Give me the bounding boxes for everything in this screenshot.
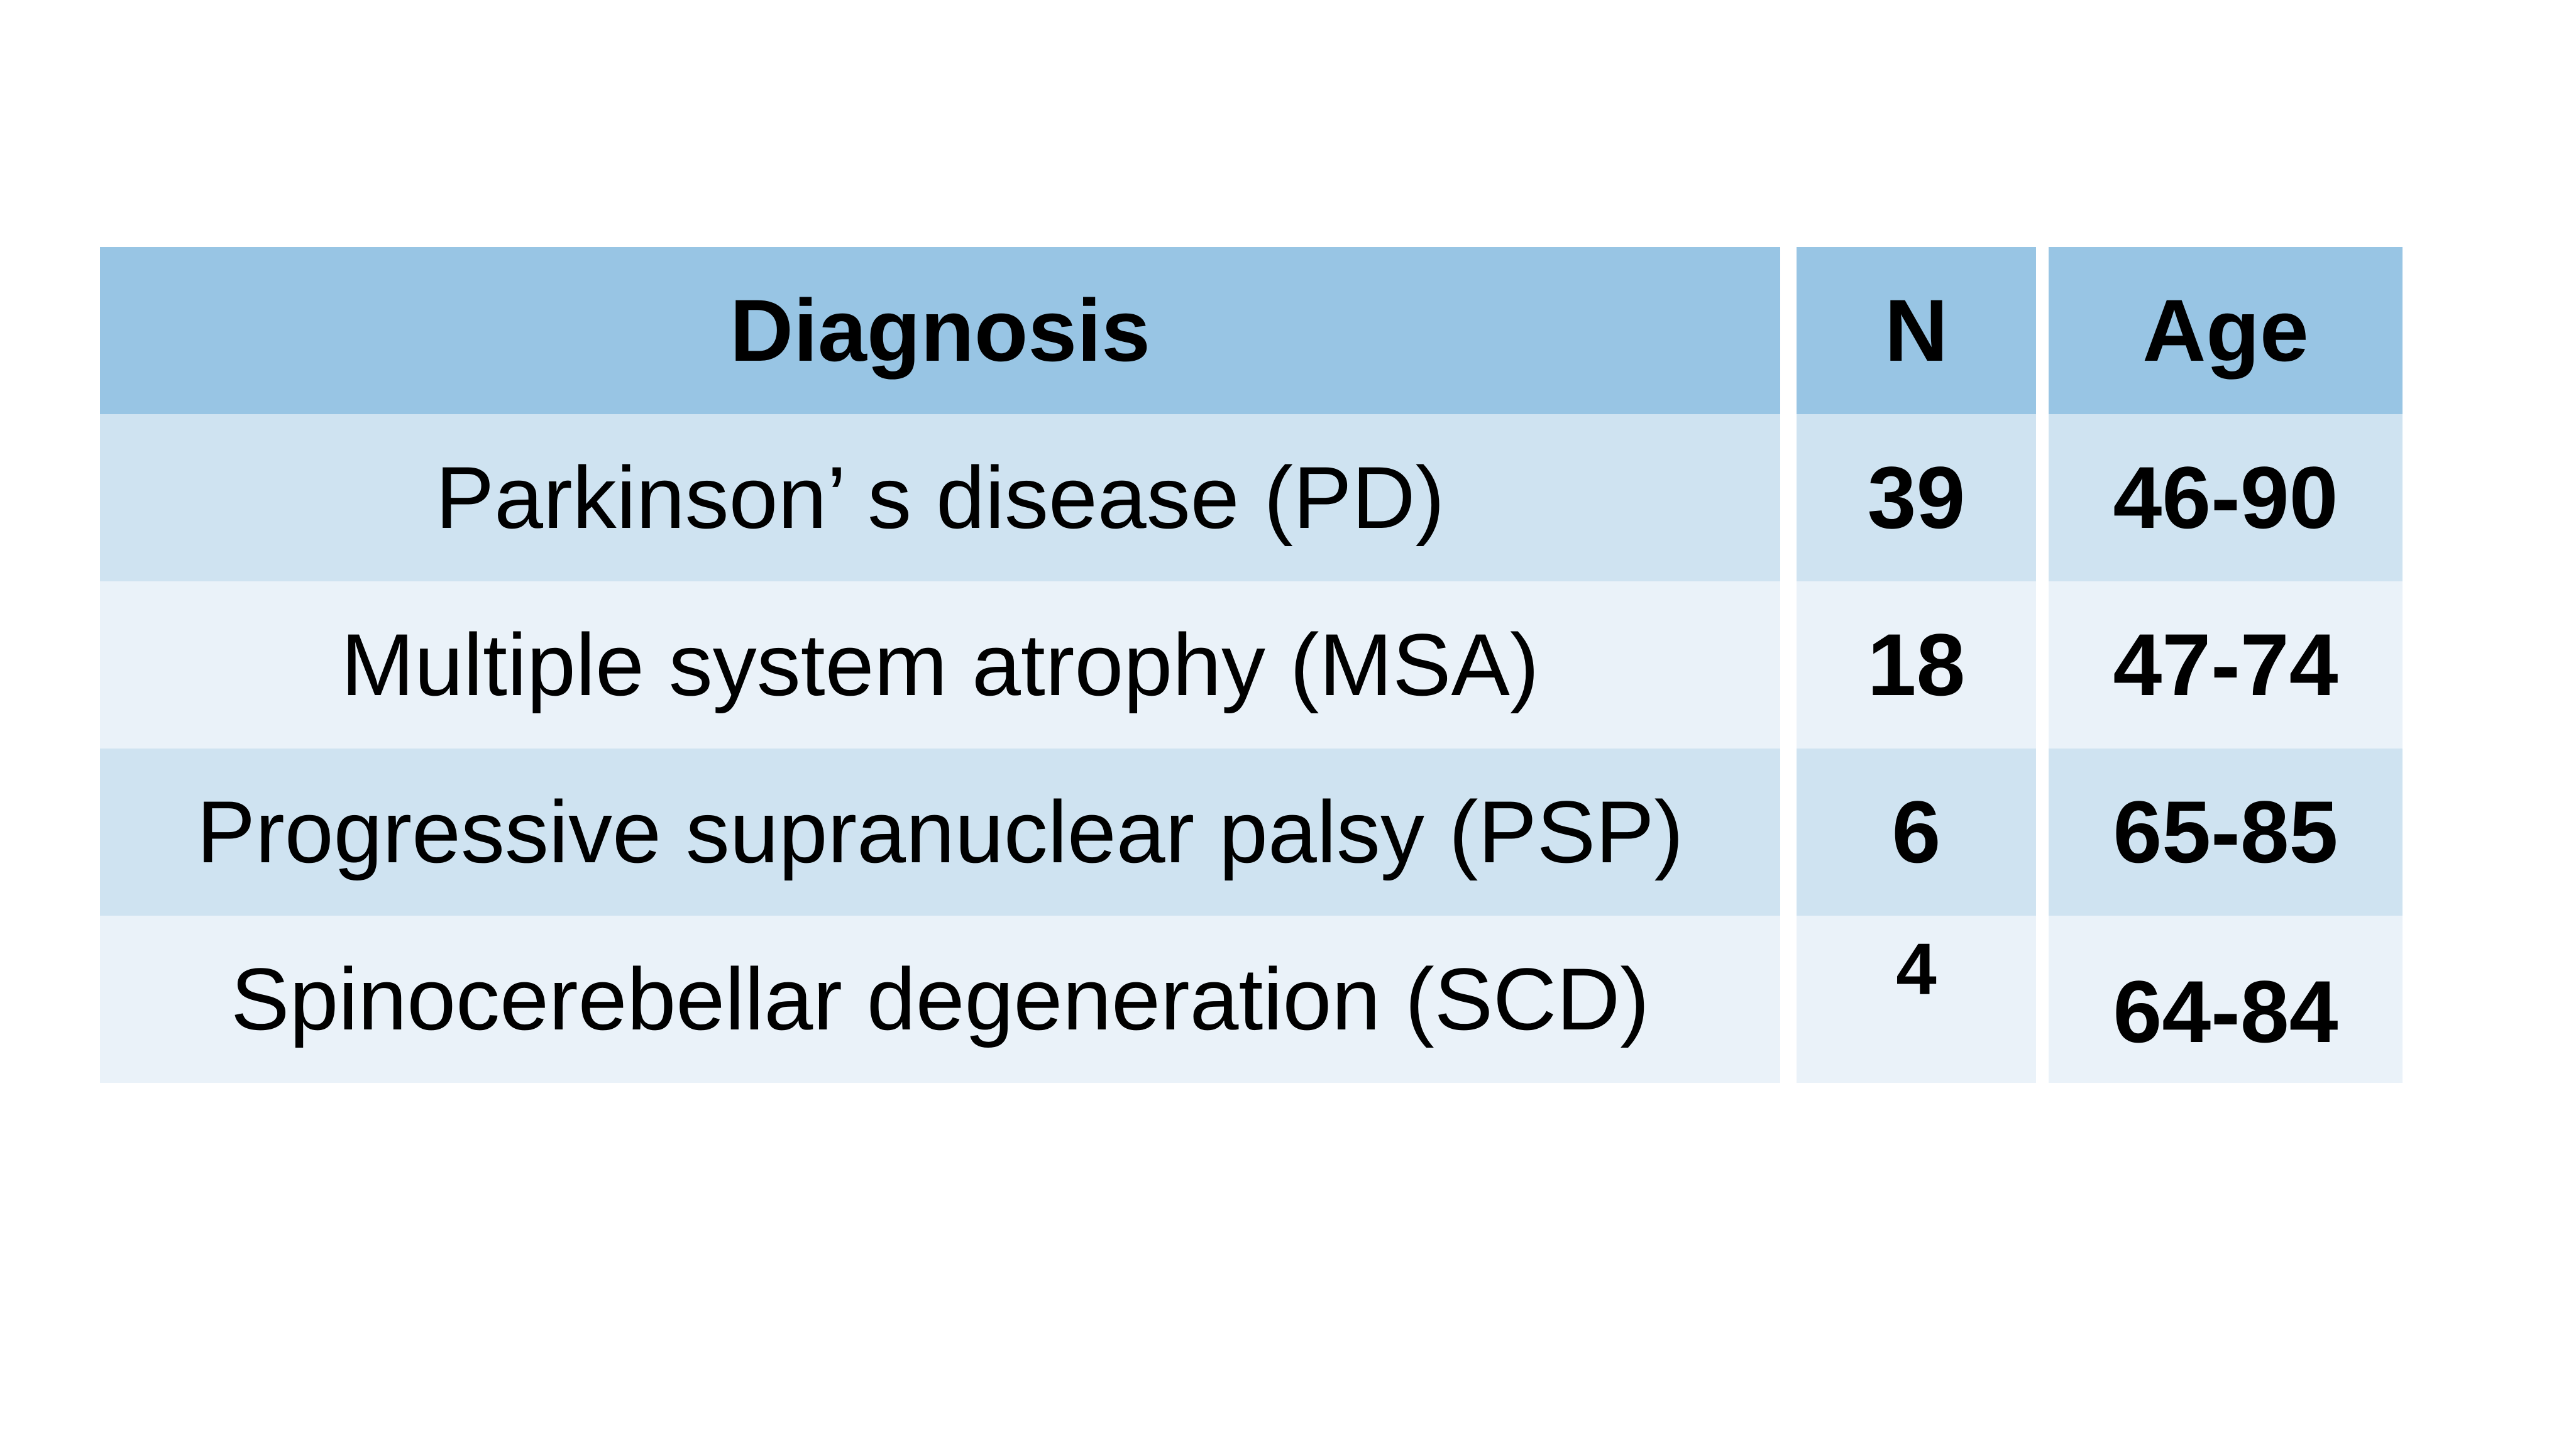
row-msa-n: 18 (1867, 615, 1966, 714)
row-psp-diagnosis: Progressive supranuclear palsy (PSP) (196, 782, 1684, 881)
row-msa-diagnosis-cell: Multiple system atrophy (MSA) (100, 581, 1780, 749)
row-msa-age: 47-74 (2113, 615, 2338, 714)
column-header-n: N (1797, 247, 2036, 414)
row-psp-diagnosis-cell: Progressive supranuclear palsy (PSP) (100, 749, 1780, 916)
row-psp-age: 65-85 (2113, 782, 2338, 881)
row-pd-n: 39 (1867, 448, 1966, 547)
row-scd-diagnosis: Spinocerebellar degeneration (SCD) (231, 950, 1649, 1048)
row-psp-n: 6 (1891, 782, 1941, 881)
row-scd-n: 4 (1896, 928, 1937, 1010)
row-scd-n-cell: 4 (1797, 916, 2036, 1083)
column-header-age: Age (2049, 247, 2403, 414)
row-pd-diagnosis: Parkinson’ s disease (PD) (435, 448, 1445, 547)
column-header-diagnosis-label: Diagnosis (729, 281, 1151, 380)
row-psp-age-cell: 65-85 (2049, 749, 2403, 916)
column-gap (1780, 916, 1797, 1083)
row-scd-diagnosis-cell: Spinocerebellar degeneration (SCD) (100, 916, 1780, 1083)
row-msa-n-cell: 18 (1797, 581, 2036, 749)
row-pd-n-cell: 39 (1797, 414, 2036, 581)
column-header-diagnosis: Diagnosis (100, 247, 1780, 414)
column-gap (2036, 749, 2049, 916)
column-gap (2036, 916, 2049, 1083)
row-msa-diagnosis: Multiple system atrophy (MSA) (341, 615, 1539, 714)
column-header-n-label: N (1884, 281, 1949, 380)
row-psp-n-cell: 6 (1797, 749, 2036, 916)
column-gap (1780, 749, 1797, 916)
row-pd-age: 46-90 (2113, 448, 2338, 547)
column-gap (1780, 414, 1797, 581)
column-gap (2036, 247, 2049, 414)
row-scd-age: 64-84 (2113, 962, 2338, 1061)
column-header-age-label: Age (2142, 281, 2309, 380)
row-pd-diagnosis-cell: Parkinson’ s disease (PD) (100, 414, 1780, 581)
row-msa-age-cell: 47-74 (2049, 581, 2403, 749)
column-gap (1780, 581, 1797, 749)
column-gap (2036, 414, 2049, 581)
diagnosis-table: Diagnosis N Age Parkinson’ s disease (PD… (100, 247, 2403, 1083)
row-scd-age-cell: 64-84 (2049, 916, 2403, 1083)
column-gap (2036, 581, 2049, 749)
column-gap (1780, 247, 1797, 414)
row-pd-age-cell: 46-90 (2049, 414, 2403, 581)
